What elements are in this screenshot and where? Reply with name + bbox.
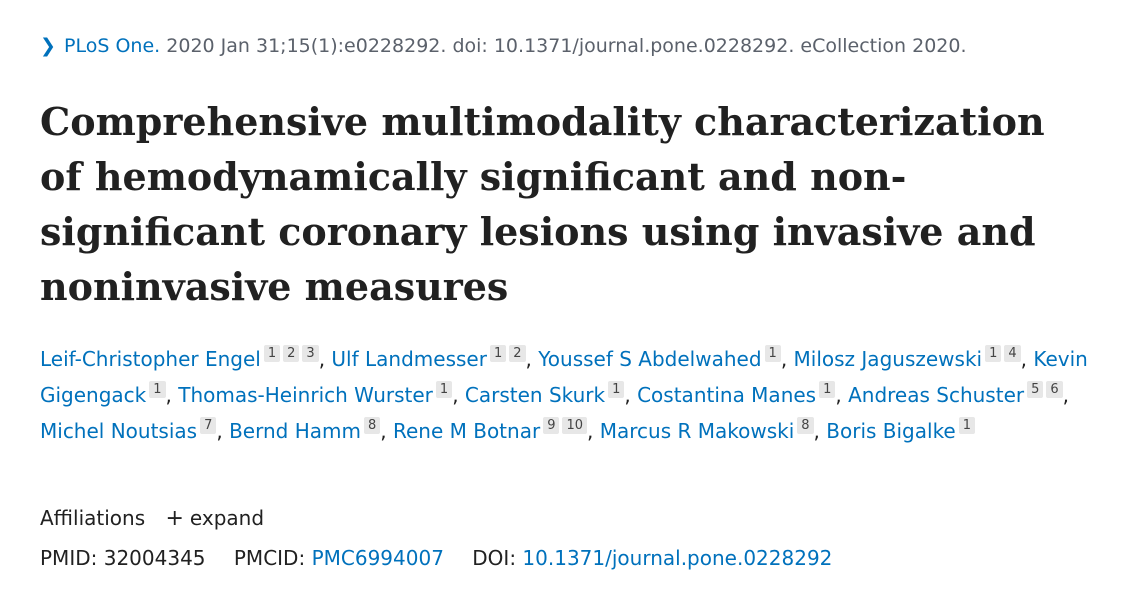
affiliation-ref[interactable]: 1	[489, 345, 507, 362]
author-separator: ,	[165, 383, 179, 407]
author-separator: ,	[813, 419, 827, 443]
plus-icon: +	[165, 506, 184, 531]
affiliation-ref[interactable]: 1	[149, 381, 166, 398]
affiliation-ref[interactable]: 1	[608, 381, 625, 398]
expand-label: expand	[189, 506, 265, 530]
author-separator: ,	[1020, 347, 1034, 371]
author-separator: ,	[624, 383, 638, 407]
author-item: Milosz Jaguszewski 1 4	[793, 345, 1021, 371]
affiliation-ref[interactable]: 1	[819, 381, 836, 398]
affiliation-ref[interactable]: 6	[1046, 381, 1063, 398]
doi-group: DOI: 10.1371/journal.pone.0228292	[472, 546, 832, 570]
author-item: Youssef S Abdelwahed 1	[538, 345, 781, 371]
affiliation-ref[interactable]: 9	[543, 417, 560, 434]
identifiers-row: PMID: 32004345 PMCID: PMC6994007 DOI: 10…	[40, 546, 854, 570]
author-link[interactable]: Milosz Jaguszewski	[793, 347, 983, 371]
author-item: Rene M Botnar 9 10	[392, 417, 588, 443]
author-link[interactable]: Michel Noutsias	[40, 419, 198, 443]
author-item: Kevin Gigengack 1	[40, 347, 1088, 407]
author-link[interactable]: Carsten Skurk	[464, 383, 606, 407]
author-item: Bernd Hamm 8	[229, 417, 381, 443]
pmcid-group: PMCID: PMC6994007	[234, 546, 444, 570]
author-separator: ,	[318, 347, 332, 371]
pmid-value: 32004345	[103, 546, 206, 570]
author-link[interactable]: Boris Bigalke	[826, 419, 956, 443]
author-separator: ,	[835, 383, 849, 407]
author-separator: ,	[216, 419, 230, 443]
affiliation-ref[interactable]: 2	[283, 345, 300, 362]
affiliations-label: Affiliations	[40, 506, 146, 530]
affiliation-ref[interactable]: 1	[958, 417, 976, 434]
author-link[interactable]: Costantina Manes	[637, 383, 817, 407]
affiliation-ref[interactable]: 1	[985, 345, 1002, 362]
affiliation-ref[interactable]: 7	[200, 417, 217, 434]
doi-label: DOI:	[472, 546, 517, 570]
journal-link[interactable]: PLoS One.	[64, 35, 161, 57]
author-link[interactable]: Leif-Christopher Engel	[40, 347, 261, 371]
affiliation-ref[interactable]: 10	[562, 417, 588, 434]
author-link[interactable]: Rene M Botnar	[392, 419, 541, 443]
author-item: Boris Bigalke 1	[826, 417, 976, 443]
author-item: Carsten Skurk 1	[464, 381, 625, 407]
citation-line: ❯ PLoS One. 2020 Jan 31;15(1):e0228292. …	[40, 35, 967, 57]
author-separator: ,	[587, 419, 600, 443]
affiliations-row: Affiliations + expand	[40, 506, 264, 531]
author-link[interactable]: Marcus R Makowski	[599, 419, 795, 443]
author-link[interactable]: Thomas-Heinrich Wurster	[178, 383, 433, 407]
author-link[interactable]: Kevin Gigengack	[40, 347, 1088, 407]
author-item: Michel Noutsias 7	[40, 417, 217, 443]
author-item: Andreas Schuster 5 6	[848, 381, 1063, 407]
article-title: Comprehensive multimodality characteriza…	[40, 99, 1045, 309]
chevron-right-icon[interactable]: ❯	[40, 35, 56, 57]
author-separator: ,	[525, 347, 539, 371]
pmid-group: PMID: 32004345	[40, 546, 206, 570]
author-link[interactable]: Youssef S Abdelwahed	[538, 347, 762, 371]
affiliation-ref[interactable]: 2	[509, 345, 526, 362]
authors-list: Leif-Christopher Engel 1 2 3, Ulf Landmesse…	[40, 341, 1125, 449]
author-item: Marcus R Makowski 8	[599, 417, 814, 443]
author-separator: ,	[380, 419, 393, 443]
author-separator: ,	[780, 347, 794, 371]
affiliation-ref[interactable]: 3	[302, 345, 319, 362]
pmid-label: PMID:	[40, 546, 98, 570]
affiliation-ref[interactable]: 1	[435, 381, 453, 398]
affiliation-ref[interactable]: 1	[263, 345, 281, 362]
author-item: Thomas-Heinrich Wurster 1	[178, 381, 453, 407]
pmcid-label: PMCID:	[233, 546, 306, 570]
affiliation-ref[interactable]: 8	[797, 417, 814, 434]
affiliation-ref[interactable]: 4	[1004, 345, 1021, 362]
affiliation-ref[interactable]: 5	[1027, 381, 1044, 398]
author-separator: ,	[452, 383, 465, 407]
affiliation-ref[interactable]: 8	[363, 417, 381, 434]
author-item: Costantina Manes 1	[637, 381, 836, 407]
expand-affiliations-button[interactable]: + expand	[165, 506, 265, 531]
author-separator: ,	[1062, 383, 1070, 407]
author-link[interactable]: Bernd Hamm	[229, 419, 361, 443]
author-item: Ulf Landmesser 1 2	[331, 345, 526, 371]
author-link[interactable]: Andreas Schuster	[848, 383, 1025, 407]
affiliation-ref[interactable]: 1	[764, 345, 781, 362]
doi-link[interactable]: 10.1371/journal.pone.0228292	[522, 546, 833, 570]
citation-details: 2020 Jan 31;15(1):e0228292. doi: 10.1371…	[166, 35, 967, 57]
author-item: Leif-Christopher Engel 1 2 3	[40, 345, 319, 371]
author-link[interactable]: Ulf Landmesser	[331, 347, 487, 371]
pmcid-link[interactable]: PMC6994007	[311, 546, 444, 570]
